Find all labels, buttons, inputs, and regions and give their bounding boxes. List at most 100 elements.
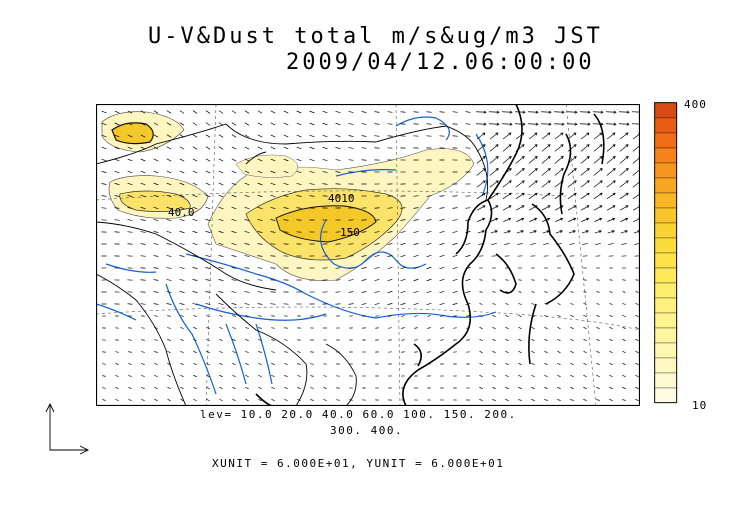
wind-arrow	[516, 230, 524, 234]
wind-arrow	[635, 338, 639, 342]
wind-arrow	[114, 110, 120, 114]
wind-arrow	[127, 110, 133, 114]
wind-arrow	[622, 338, 626, 342]
wind-arrow	[440, 327, 444, 329]
wind-arrow	[180, 315, 184, 317]
country-borders	[96, 123, 489, 406]
wind-arrow-head	[508, 144, 512, 148]
wind-arrow	[127, 231, 133, 233]
wind-arrow	[502, 132, 512, 140]
wind-arrow	[335, 267, 341, 269]
wind-arrow	[219, 363, 223, 365]
wind-arrow	[218, 110, 224, 114]
wind-arrow	[361, 111, 367, 113]
wind-arrow	[619, 144, 629, 152]
wind-arrow	[232, 351, 236, 353]
wind-arrow-head	[559, 230, 563, 234]
wind-arrow	[192, 303, 198, 305]
wind-arrow	[283, 158, 289, 162]
colorbar-cell	[654, 342, 678, 359]
wind-arrow	[554, 180, 564, 188]
wind-arrow	[622, 387, 626, 389]
wind-arrow	[232, 339, 236, 341]
wind-arrow	[166, 110, 172, 114]
wind-arrow	[192, 218, 198, 222]
wind-arrow	[232, 374, 236, 378]
wind-arrow	[140, 243, 146, 245]
wind-arrow-head	[547, 180, 551, 184]
wind-arrow	[583, 362, 587, 366]
wind-arrow-head	[546, 230, 550, 234]
wind-arrow	[231, 170, 237, 174]
wind-arrow	[502, 192, 512, 200]
wind-arrow	[244, 122, 250, 126]
wind-arrow-head	[624, 230, 628, 234]
wind-arrow	[166, 122, 172, 126]
wind-arrow	[593, 205, 603, 211]
wind-arrow-head	[612, 168, 616, 171]
wind-arrow	[127, 219, 133, 221]
wind-arrow	[609, 303, 613, 305]
wind-arrow	[518, 314, 522, 318]
wind-arrow	[426, 243, 432, 245]
wind-arrow	[465, 123, 471, 125]
wind-arrow	[452, 219, 458, 221]
wind-arrow	[606, 132, 616, 140]
dust-region-gobi-core	[275, 205, 377, 243]
wind-arrow	[323, 387, 327, 389]
wind-arrow	[440, 315, 444, 317]
wind-arrow	[544, 374, 548, 378]
wind-arrow	[257, 291, 263, 293]
wind-arrow	[271, 339, 275, 341]
wind-arrow	[310, 375, 314, 377]
wind-arrow	[505, 303, 509, 305]
wind-arrow	[557, 338, 561, 342]
contour-labels: 4010 150 40.0	[168, 192, 360, 239]
wind-arrow	[167, 351, 171, 353]
wind-arrow	[140, 158, 146, 162]
wind-arrow	[153, 243, 159, 245]
wind-arrow	[609, 291, 613, 293]
wind-arrow	[515, 144, 525, 152]
wind-arrow	[426, 290, 432, 294]
wind-arrow	[635, 303, 639, 305]
wind-arrow	[153, 255, 159, 257]
wind-arrow	[153, 110, 159, 114]
wind-arrow	[244, 146, 250, 150]
wind-arrow	[297, 399, 301, 401]
wind-arrow	[218, 303, 224, 305]
wind-arrow	[114, 207, 120, 209]
wind-arrow	[554, 144, 564, 152]
wind-arrow	[153, 158, 159, 162]
wind-arrow	[115, 387, 119, 389]
wind-arrow	[140, 122, 146, 126]
wind-arrow	[231, 279, 237, 281]
wind-arrow	[153, 303, 159, 305]
wind-arrow	[581, 230, 589, 234]
wind-arrow	[414, 339, 418, 341]
wind-arrow	[283, 195, 289, 197]
wind-arrow	[296, 122, 302, 126]
wind-arrow	[492, 326, 496, 330]
wind-arrow	[270, 255, 276, 257]
wind-arrow	[153, 122, 159, 126]
wind-arrow	[518, 338, 522, 342]
wind-arrow	[593, 156, 603, 164]
wind-arrow-head	[560, 156, 564, 159]
wind-arrow	[296, 207, 302, 209]
wind-arrow	[258, 386, 262, 390]
wind-arrow	[140, 182, 146, 186]
wind-arrow	[518, 303, 522, 305]
wind-arrow-head	[599, 168, 603, 171]
wind-arrow	[465, 279, 471, 281]
wind-arrow	[310, 363, 314, 365]
wind-arrow	[219, 315, 223, 317]
wind-arrow	[492, 291, 496, 293]
wind-arrow	[413, 278, 419, 282]
wind-arrow	[179, 134, 185, 138]
dust-region-north	[235, 154, 298, 178]
wind-arrow-head	[586, 217, 590, 221]
wind-arrow	[192, 194, 198, 198]
wind-arrow	[492, 303, 496, 305]
wind-arrow	[544, 326, 548, 330]
